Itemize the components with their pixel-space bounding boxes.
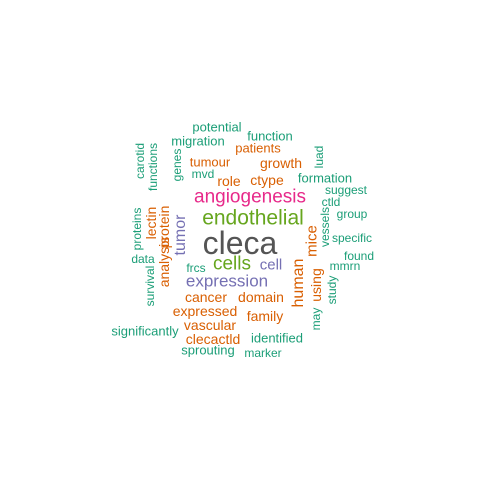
word-expressed: expressed [172, 303, 238, 319]
word-role: role [217, 173, 241, 189]
word-carotid: carotid [133, 142, 147, 180]
word-angiogenesis: angiogenesis [194, 186, 306, 208]
word-proteins: proteins [130, 207, 144, 251]
word-suggest: suggest [324, 183, 368, 197]
word-potential: potential [192, 119, 242, 135]
word-growth: growth [259, 155, 303, 171]
word-analysis: analysis [156, 236, 172, 288]
word-genes: genes [170, 148, 184, 182]
word-cancer: cancer [184, 289, 228, 305]
word-endothelial: endothelial [202, 206, 304, 230]
word-data: data [131, 252, 155, 266]
word-human: human [290, 258, 307, 308]
word-domain: domain [238, 289, 284, 305]
word-sprouting: sprouting [181, 342, 235, 358]
word-group: group [336, 207, 368, 221]
word-found: found [343, 249, 375, 263]
word-study: study [325, 275, 339, 305]
word-migration: migration [171, 133, 225, 149]
word-survival: survival [143, 265, 157, 307]
word-using: using [308, 268, 324, 302]
word-specific: specific [331, 231, 373, 245]
word-ctld: ctld [321, 195, 341, 209]
word-vessels: vessels [318, 206, 332, 248]
word-cell: cell [259, 256, 283, 274]
word-family: family [246, 308, 284, 324]
word-tumour: tumour [189, 154, 231, 170]
word-vascular: vascular [183, 317, 237, 333]
word-mvd: mvd [191, 167, 215, 181]
word-clecactld: clecactld [185, 331, 241, 347]
word-luad: luad [312, 145, 326, 169]
word-lectin: lectin [143, 206, 159, 240]
word-frcs: frcs [186, 261, 206, 275]
word-marker: marker [244, 346, 282, 360]
word-function: function [247, 128, 293, 144]
word-expression: expression [185, 271, 269, 291]
word-tumor: tumor [172, 214, 189, 256]
word-functions: functions [146, 142, 160, 192]
word-identified: identified [250, 330, 304, 346]
word-formation: formation [297, 170, 353, 186]
word-ctype: ctype [250, 172, 284, 188]
word-cleca: cleca [202, 225, 278, 261]
word-cells: cells [212, 253, 252, 275]
word-mmrn: mmrn [329, 259, 361, 273]
word-may: may [309, 307, 323, 331]
word-patients: patients [235, 140, 281, 156]
word-significantly: significantly [111, 323, 179, 339]
